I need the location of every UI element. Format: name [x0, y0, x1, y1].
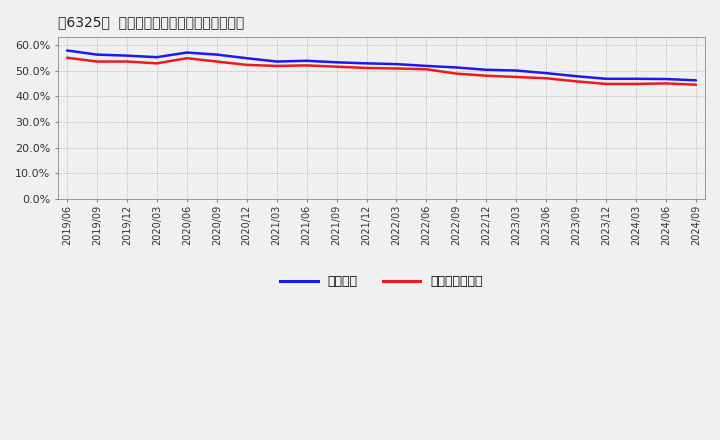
Legend: 固定比率, 固定長期適合率: 固定比率, 固定長期適合率 — [275, 271, 487, 293]
Text: ［6325］  固定比率、固定長期適合率の推移: ［6325］ 固定比率、固定長期適合率の推移 — [58, 15, 244, 29]
